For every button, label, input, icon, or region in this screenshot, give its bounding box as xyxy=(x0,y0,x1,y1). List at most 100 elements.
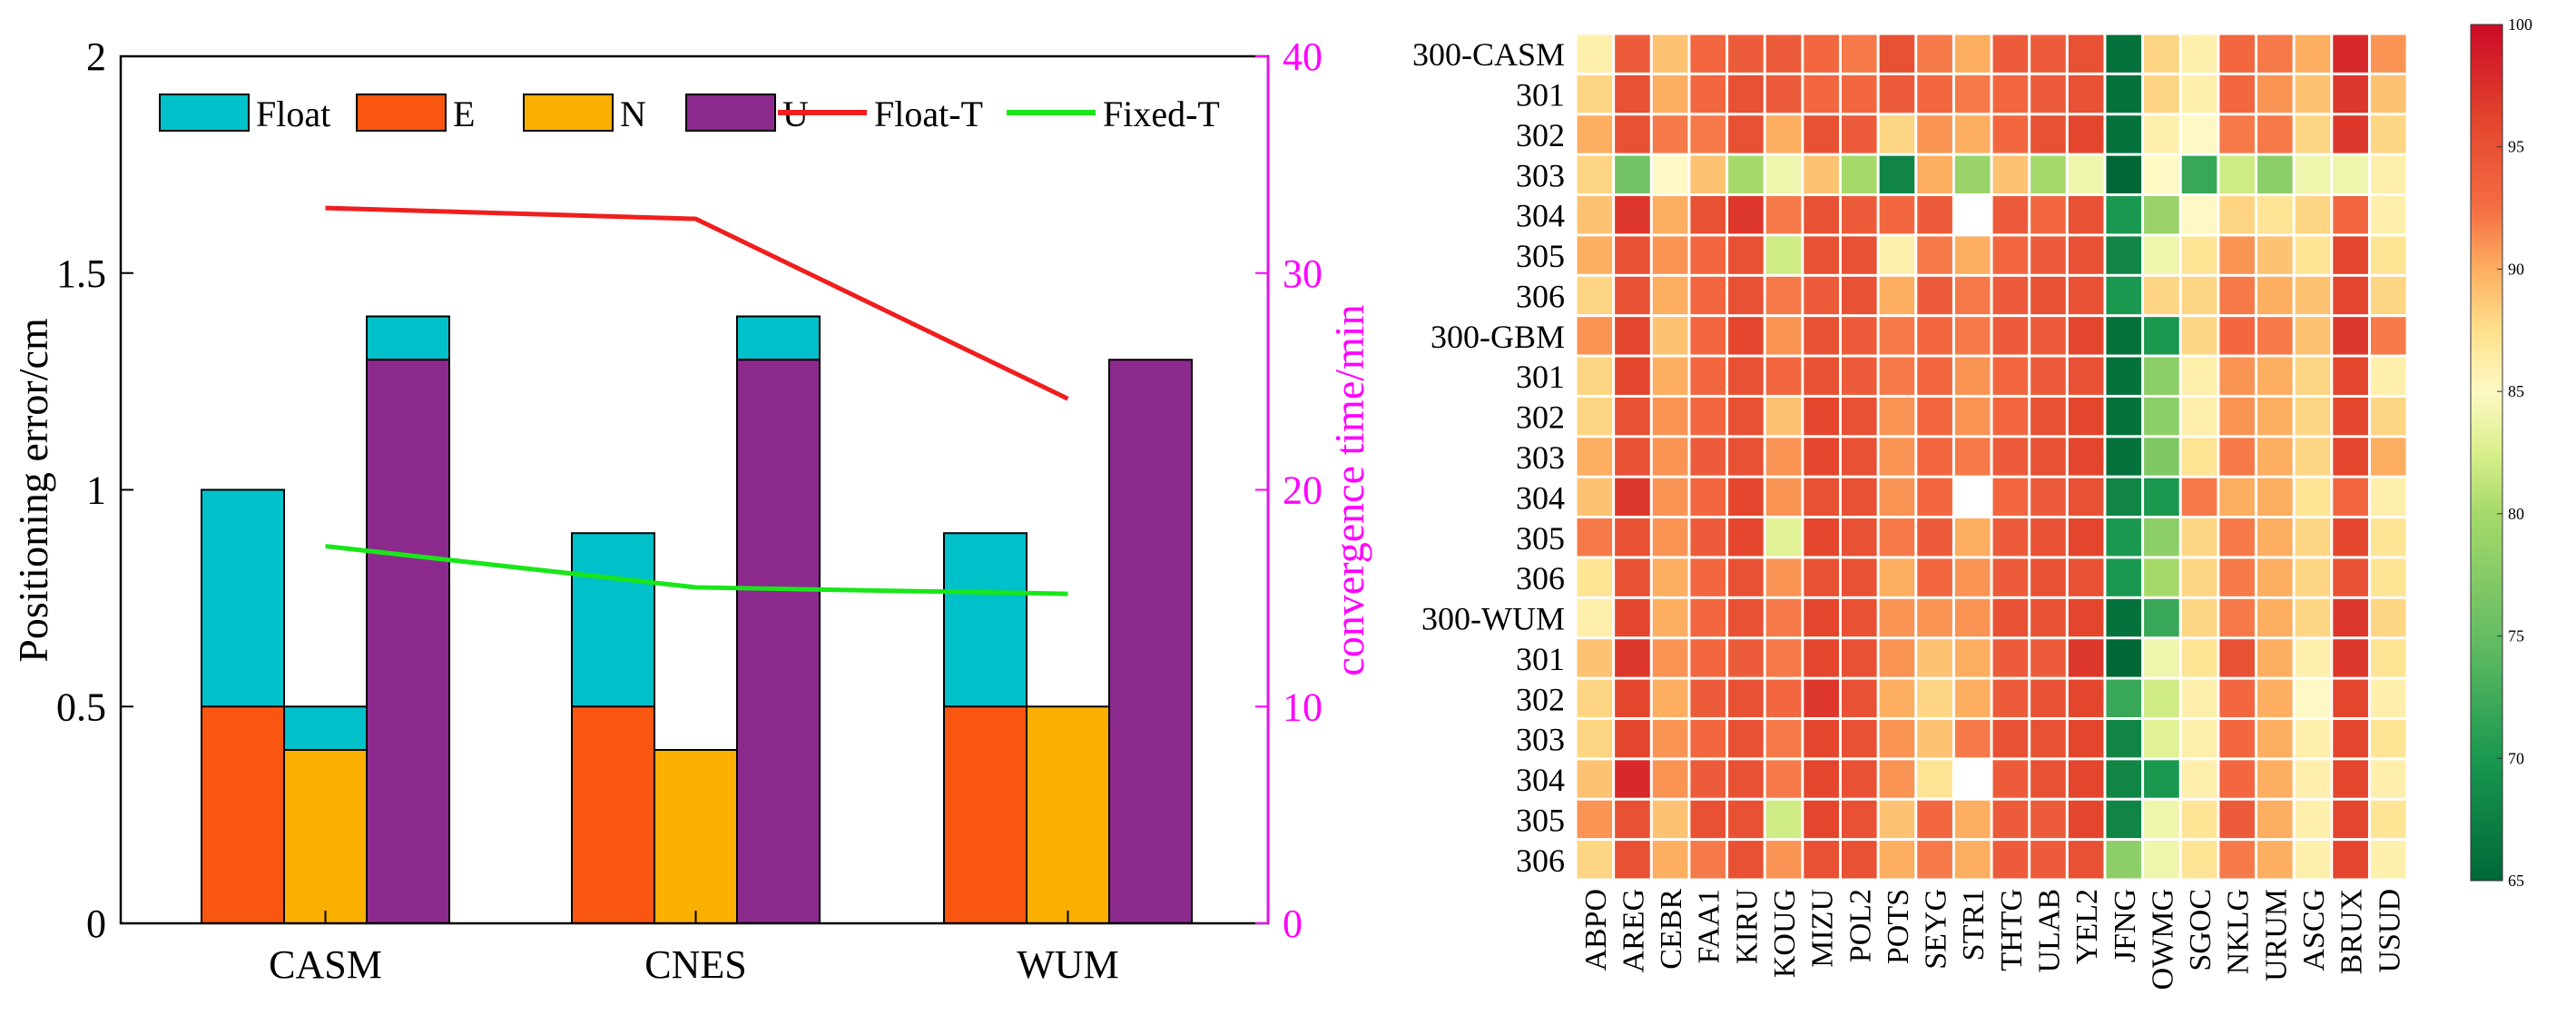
x-tick-label-casm: CASM xyxy=(269,942,382,987)
heatmap-cell xyxy=(2370,518,2406,557)
heatmap-cell xyxy=(2295,317,2331,355)
heatmap-cell xyxy=(2333,800,2368,839)
heatmap-cell xyxy=(2068,34,2104,73)
heatmap-cell xyxy=(2181,438,2217,476)
bar-float-n-casm xyxy=(283,705,368,751)
heatmap-cell xyxy=(2030,719,2066,758)
heatmap-row-label: 301 xyxy=(1516,77,1565,113)
heatmap-cell xyxy=(1917,558,1952,596)
heatmap-cell xyxy=(1615,236,1650,274)
heatmap-cell xyxy=(1652,558,1688,596)
heatmap-cell xyxy=(2219,357,2256,395)
heatmap-cell xyxy=(1841,800,1877,839)
heatmap-cell xyxy=(2106,357,2142,395)
heatmap-cell xyxy=(2030,438,2066,476)
bar-n-casm xyxy=(283,749,368,924)
heatmap-cell xyxy=(1765,639,1802,677)
heatmap-cell xyxy=(2370,74,2406,113)
heatmap-cell xyxy=(2030,679,2066,717)
heatmap-cell xyxy=(1728,34,1764,73)
heatmap-cell xyxy=(2295,639,2331,677)
heatmap-cell xyxy=(2257,276,2293,315)
heatmap-cell xyxy=(1728,518,1764,557)
legend-label-fixed-t: Fixed-T xyxy=(1103,94,1220,134)
colorbar-gradient-bar xyxy=(2470,24,2503,882)
heatmap-cell xyxy=(2257,639,2293,677)
heatmap-cell xyxy=(2106,760,2142,798)
heatmap-cell xyxy=(1879,317,1915,355)
heatmap-cell xyxy=(2257,800,2293,839)
heatmap-cell xyxy=(2333,760,2368,798)
heatmap-cell xyxy=(1992,760,2029,798)
heatmap-cell xyxy=(1765,397,1802,436)
heatmap-cell xyxy=(1652,841,1688,879)
heatmap-cell xyxy=(1954,598,1991,637)
heatmap-cell xyxy=(2257,760,2293,798)
heatmap-cell xyxy=(1615,397,1650,436)
heatmap-cell xyxy=(2068,115,2104,153)
heatmap-cell xyxy=(1577,196,1613,234)
heatmap-cell xyxy=(2144,518,2179,557)
heatmap-cell xyxy=(2333,438,2368,476)
heatmap-cell xyxy=(2106,74,2142,113)
heatmap-cell xyxy=(2219,236,2256,274)
heatmap-cell xyxy=(1954,397,1991,436)
heatmap-cell xyxy=(1615,196,1650,234)
heatmap-cell xyxy=(2144,719,2179,758)
heatmap-cell xyxy=(1992,558,2029,596)
heatmap-cell xyxy=(2370,719,2406,758)
heatmap-cell xyxy=(1992,115,2029,153)
left-y-ticks: 0 0.5 1 1.5 2 xyxy=(56,34,133,946)
heatmap-cell xyxy=(2257,397,2293,436)
heatmap-cell xyxy=(1615,357,1650,395)
right-y-axis-label: convergence time/min xyxy=(1326,304,1372,675)
heatmap-cell xyxy=(2068,74,2104,113)
heatmap-cell xyxy=(1954,800,1991,839)
heatmap-column-label: THTG xyxy=(1995,889,2029,971)
heatmap-cell xyxy=(2106,115,2142,153)
heatmap-cell xyxy=(2030,800,2066,839)
heatmap-cell xyxy=(2333,357,2368,395)
heatmap-cell xyxy=(1765,317,1802,355)
heatmap-cell xyxy=(2181,276,2217,315)
heatmap-cell xyxy=(1841,719,1877,758)
heatmap-cell xyxy=(1690,438,1726,476)
heatmap-cell xyxy=(2219,800,2256,839)
heatmap-column-label: KIRU xyxy=(1730,889,1764,964)
heatmap-cell xyxy=(2106,236,2142,274)
heatmap-row-label: 305 xyxy=(1516,238,1565,274)
heatmap-cell xyxy=(1690,518,1726,557)
left-chart: 0 0.5 1 1.5 2 0 10 20 30 40 CASM CNES WUM Position… xyxy=(10,34,1372,987)
bar-float-u-casm xyxy=(366,315,450,361)
heatmap-cell xyxy=(2370,357,2406,395)
heatmap-cell xyxy=(2068,276,2104,315)
heatmap-cell xyxy=(2181,558,2217,596)
heatmap-cell xyxy=(2333,719,2368,758)
heatmap-cell xyxy=(1652,317,1688,355)
heatmap-cell xyxy=(2333,196,2368,234)
bar-n-cnes xyxy=(654,749,738,924)
heatmap-cell xyxy=(2181,317,2217,355)
heatmap-cell xyxy=(1804,115,1839,153)
heatmap-cell xyxy=(1765,115,1802,153)
heatmap-cell xyxy=(2370,558,2406,596)
heatmap-cell xyxy=(1690,841,1726,879)
bar-float-e-casm xyxy=(201,488,285,708)
heatmap-cell xyxy=(1615,478,1650,517)
heatmap-cell xyxy=(2219,518,2256,557)
heatmap-cell xyxy=(1690,679,1726,717)
heatmap-cell xyxy=(1690,74,1726,113)
heatmap-cell xyxy=(2030,74,2066,113)
heatmap-cell xyxy=(2030,155,2066,194)
heatmap-cell xyxy=(1690,34,1726,73)
heatmap-cell xyxy=(1652,397,1688,436)
heatmap-column-label: KOUG xyxy=(1768,889,1802,978)
heatmap-cell xyxy=(2219,438,2256,476)
heatmap-cell xyxy=(2106,639,2142,677)
heatmap-cell xyxy=(1841,760,1877,798)
legend-label-e: E xyxy=(453,94,475,134)
heatmap-cell xyxy=(1917,598,1952,637)
heatmap-cell xyxy=(2257,719,2293,758)
heatmap-cell xyxy=(2144,639,2179,677)
heatmap-cell xyxy=(1917,478,1952,517)
